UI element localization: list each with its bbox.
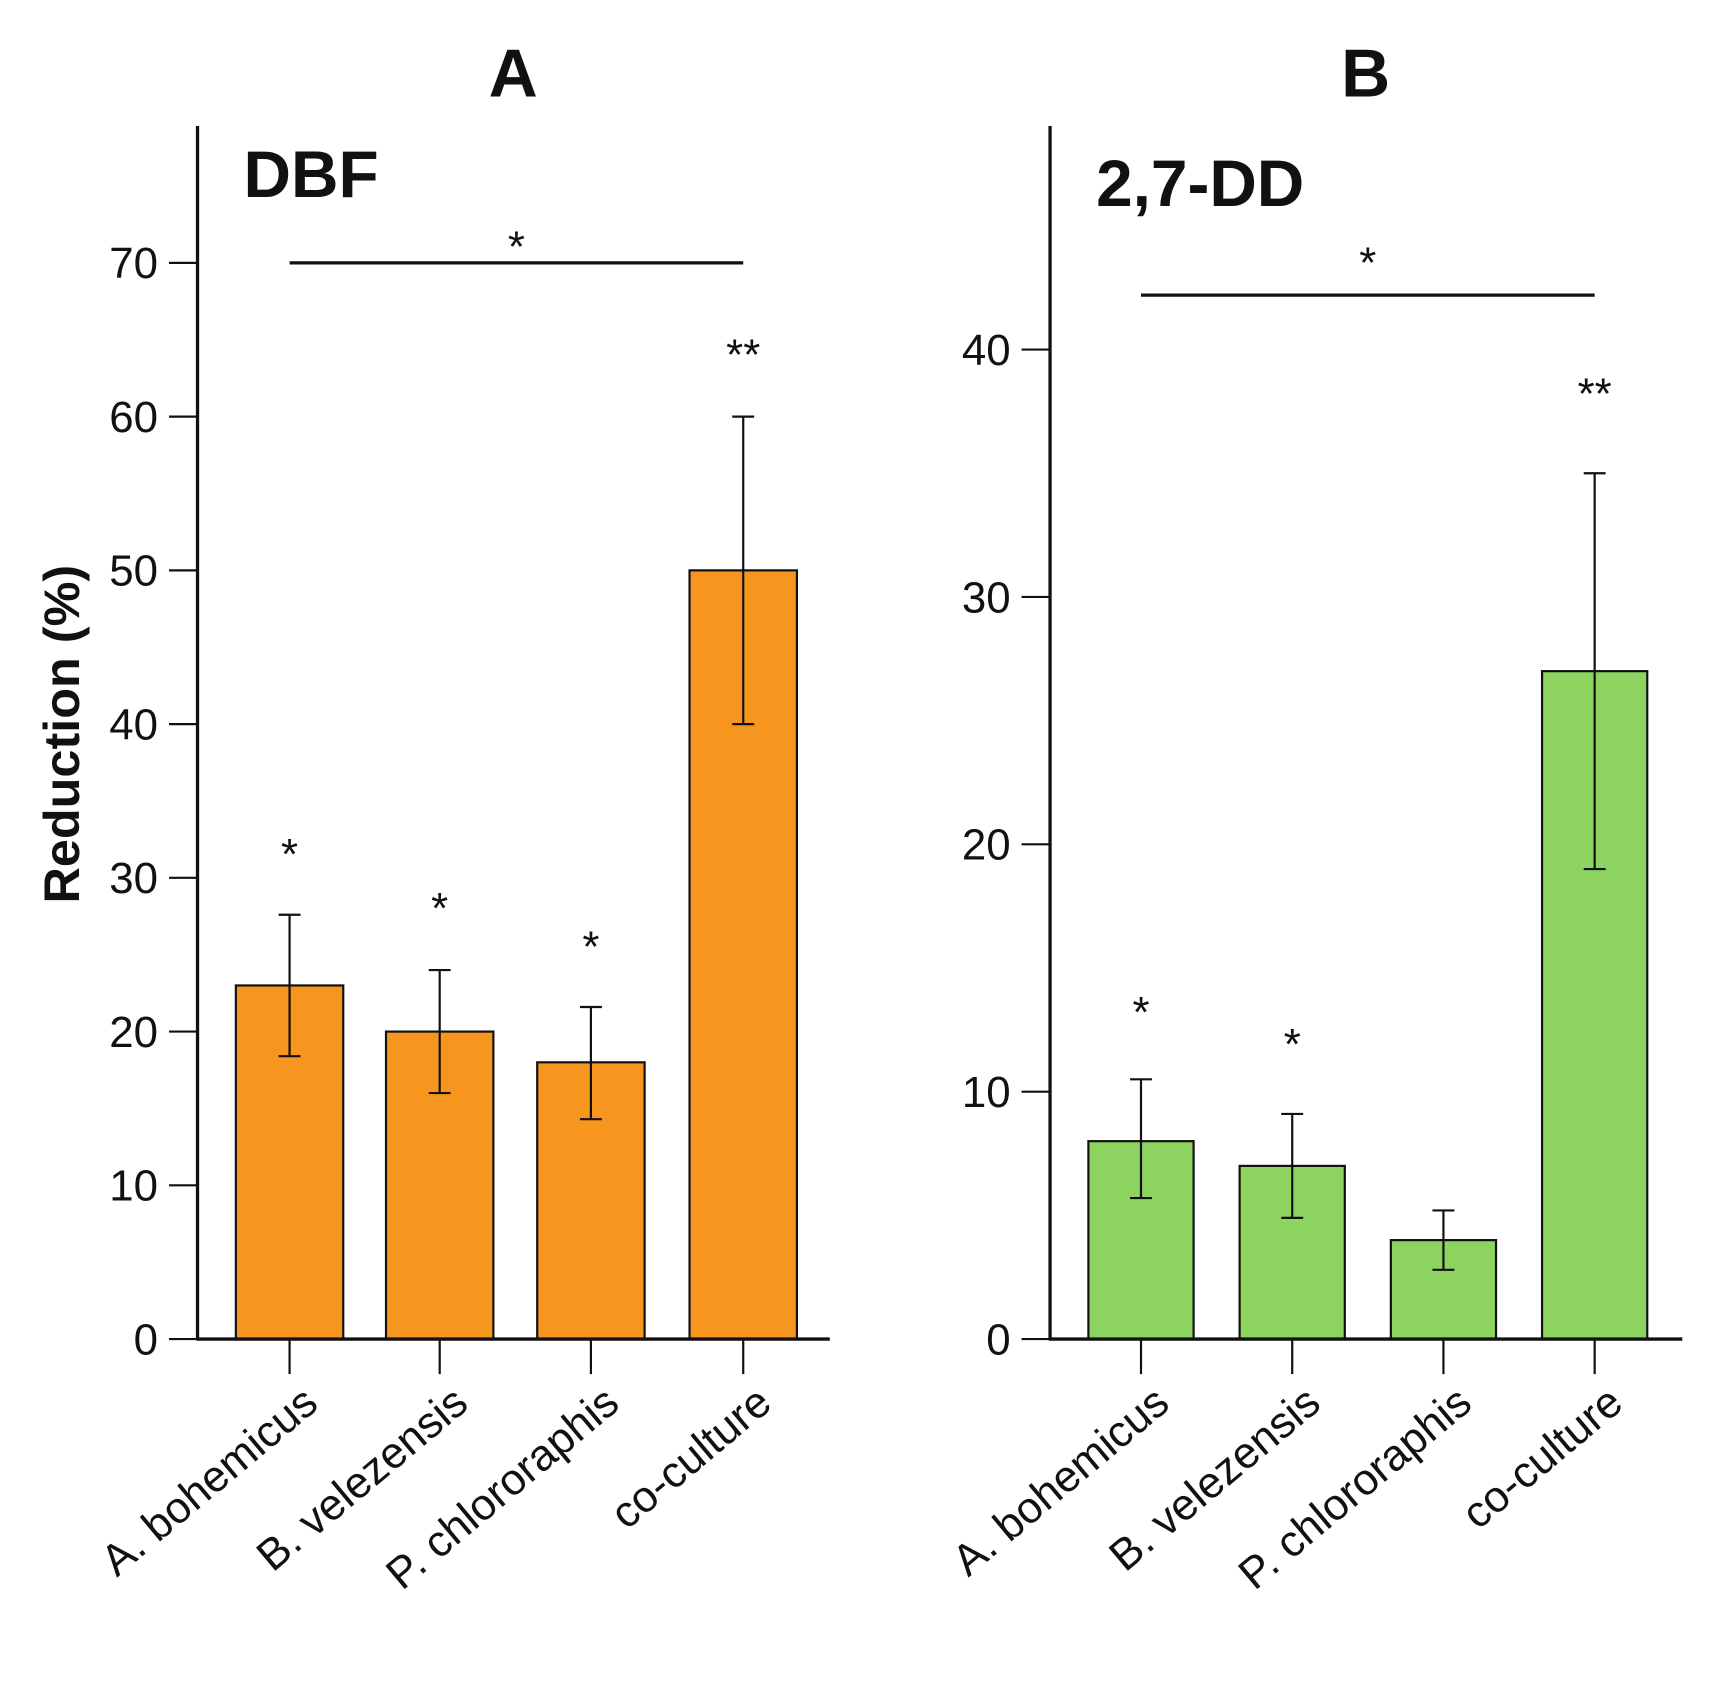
significance-marker: **: [1578, 370, 1612, 419]
panel-label: B: [1341, 36, 1390, 111]
y-tick-label: 0: [134, 1315, 158, 1364]
significance-marker: *: [1132, 988, 1149, 1037]
y-tick-label: 10: [109, 1162, 158, 1211]
bracket-significance-marker: *: [508, 223, 525, 272]
y-tick-label: 30: [962, 573, 1011, 622]
y-tick-label: 20: [109, 1008, 158, 1057]
y-tick-label: 10: [962, 1068, 1011, 1117]
y-tick-label: 70: [109, 239, 158, 288]
y-tick-label: 20: [962, 821, 1011, 870]
x-tick-label: co-culture: [1453, 1377, 1632, 1538]
significance-marker: *: [1284, 1020, 1301, 1069]
bracket-significance-marker: *: [1359, 238, 1376, 287]
y-tick-label: 30: [109, 854, 158, 903]
significance-marker: *: [431, 884, 448, 933]
y-tick-label: 50: [109, 547, 158, 596]
y-tick-label: 0: [986, 1315, 1010, 1364]
y-tick-label: 40: [962, 326, 1011, 375]
significance-marker: **: [726, 330, 760, 379]
y-tick-label: 40: [109, 700, 158, 749]
significance-marker: *: [582, 922, 599, 971]
panel-label: A: [489, 36, 538, 111]
y-tick-label: 60: [109, 393, 158, 442]
y-axis-label: Reduction (%): [33, 565, 90, 904]
x-tick-label: co-culture: [601, 1377, 780, 1538]
significance-marker: *: [281, 830, 298, 879]
panel-title: 2,7-DD: [1096, 146, 1304, 220]
panel-title: DBF: [244, 137, 379, 211]
